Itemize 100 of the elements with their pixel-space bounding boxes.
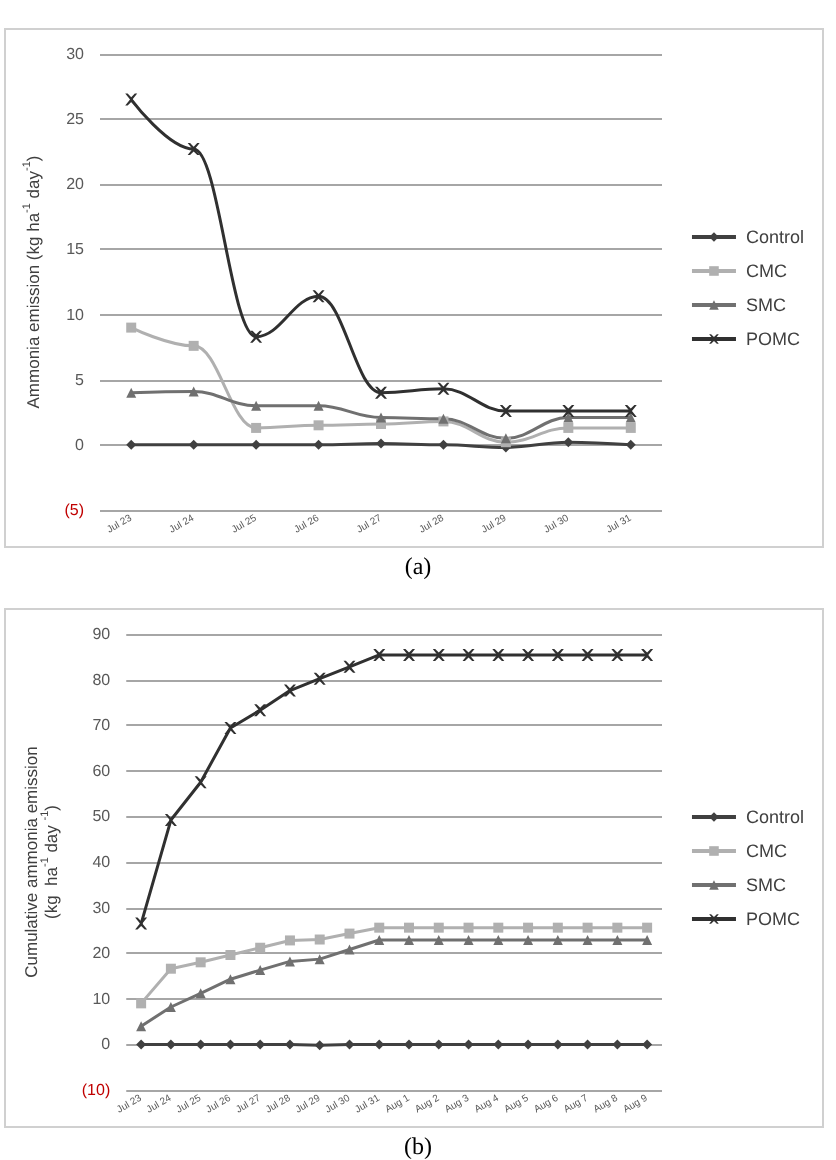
legend-label: SMC xyxy=(745,295,787,315)
point xyxy=(523,934,534,945)
y-tick-label: 25 xyxy=(66,110,86,129)
point xyxy=(642,922,653,933)
point xyxy=(314,954,325,965)
point xyxy=(136,998,147,1009)
point xyxy=(433,934,444,945)
point xyxy=(552,934,563,945)
y-tick-label: (5) xyxy=(64,501,85,519)
y-tick-label: 30 xyxy=(66,45,86,63)
point xyxy=(188,439,199,450)
point xyxy=(195,988,206,999)
point xyxy=(433,922,444,933)
point xyxy=(224,721,237,734)
point xyxy=(313,672,326,685)
point xyxy=(165,1002,176,1013)
point xyxy=(563,422,574,433)
point xyxy=(164,814,177,827)
point xyxy=(438,439,449,450)
point xyxy=(125,93,138,106)
point xyxy=(437,382,450,395)
point xyxy=(582,922,593,933)
point xyxy=(135,917,148,930)
point xyxy=(404,934,415,945)
point xyxy=(284,956,295,967)
y-tick-label: 50 xyxy=(92,807,112,826)
point xyxy=(641,648,654,661)
point xyxy=(284,935,295,946)
y-tick-label: 20 xyxy=(92,944,112,963)
text: (b) xyxy=(404,1132,432,1160)
point xyxy=(404,922,415,933)
point xyxy=(313,439,324,450)
point xyxy=(582,934,593,945)
point xyxy=(522,648,535,661)
point xyxy=(126,322,137,333)
point xyxy=(344,944,355,955)
point xyxy=(499,404,512,417)
point xyxy=(624,404,637,417)
point xyxy=(254,704,267,717)
point xyxy=(376,438,386,449)
point xyxy=(612,934,623,945)
point xyxy=(492,648,505,661)
point xyxy=(187,143,200,156)
point xyxy=(165,963,176,974)
point xyxy=(581,648,594,661)
legend-label: CMC xyxy=(745,841,788,861)
point xyxy=(612,922,623,933)
point xyxy=(255,942,266,953)
y-tick-label: 40 xyxy=(92,853,112,871)
point xyxy=(611,648,624,661)
legend-label: POMC xyxy=(745,329,801,349)
point xyxy=(225,950,236,961)
point xyxy=(642,934,653,945)
y-tick-label: 0 xyxy=(101,1035,112,1054)
point xyxy=(283,684,296,697)
point xyxy=(251,422,262,433)
point xyxy=(375,386,387,399)
legend-label: CMC xyxy=(745,261,788,281)
point xyxy=(225,974,236,985)
y-tick-label: 5 xyxy=(75,370,86,389)
y-tick-label: 10 xyxy=(66,305,86,324)
point xyxy=(136,1021,147,1032)
y-tick-label: 0 xyxy=(75,435,86,454)
text: (a) xyxy=(404,552,432,580)
point xyxy=(562,404,575,417)
legend-label: SMC xyxy=(745,875,787,895)
point xyxy=(432,648,445,661)
point xyxy=(344,928,355,939)
point xyxy=(188,386,199,397)
point xyxy=(642,1039,653,1050)
y-tick-label: 90 xyxy=(92,625,112,643)
point xyxy=(314,1040,325,1051)
point xyxy=(312,290,325,303)
point xyxy=(250,330,263,343)
point xyxy=(551,648,564,661)
point xyxy=(376,412,386,423)
point xyxy=(255,965,266,976)
point xyxy=(552,922,563,933)
point xyxy=(313,420,324,431)
point xyxy=(251,400,262,411)
y-tick-label: 70 xyxy=(92,716,112,735)
y-tick-label: 10 xyxy=(92,989,112,1008)
point xyxy=(373,648,386,661)
point xyxy=(195,957,206,968)
y-tick-label: 80 xyxy=(92,670,112,689)
point xyxy=(625,422,636,433)
legend-label: POMC xyxy=(745,909,801,929)
point xyxy=(493,934,504,945)
point xyxy=(523,922,534,933)
y-tick-label: 60 xyxy=(92,761,112,780)
y-tick-label: 15 xyxy=(66,240,86,259)
point xyxy=(463,922,474,933)
point xyxy=(462,648,475,661)
point xyxy=(403,648,416,661)
legend-label: Control xyxy=(745,807,805,827)
point xyxy=(374,922,385,933)
point xyxy=(463,934,474,945)
legend-label: Control xyxy=(745,227,805,247)
y-tick-label: 30 xyxy=(92,898,112,917)
point xyxy=(493,922,504,933)
